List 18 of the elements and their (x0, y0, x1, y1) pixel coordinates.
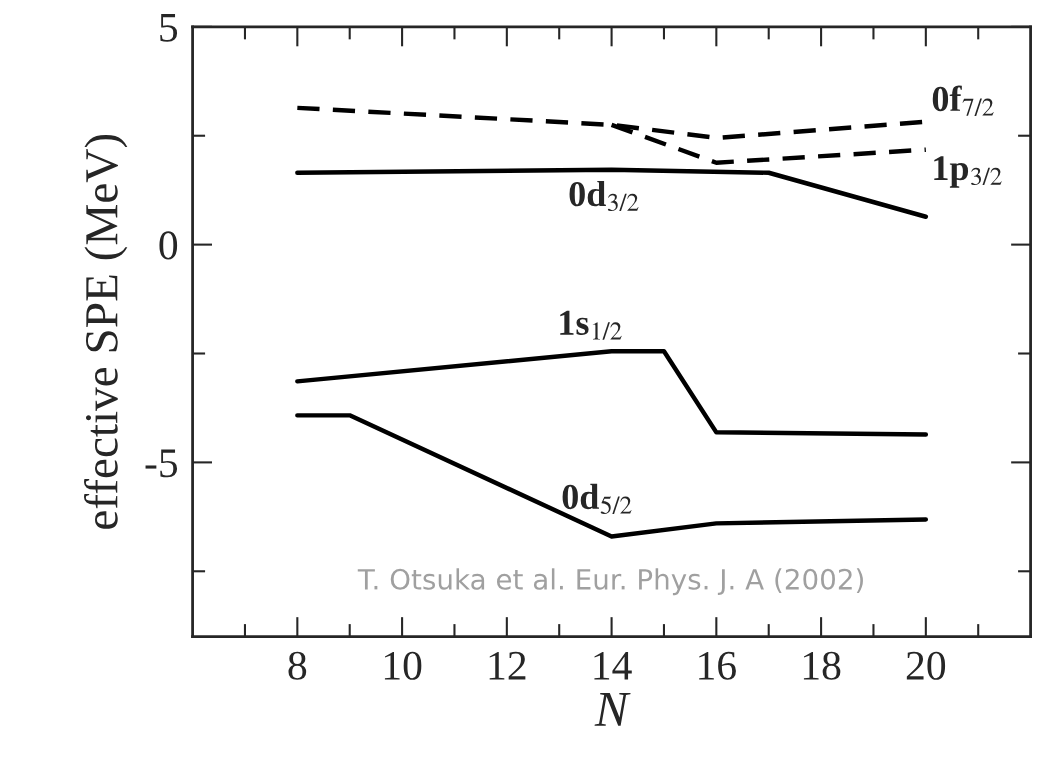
x-axis-title: N (594, 693, 631, 726)
y-tick-label: 5 (160, 14, 178, 42)
x-tick-label: 16 (699, 651, 736, 680)
series-label: 1s$_{1/2}$ (560, 310, 622, 340)
series-label: 1p$_{3/2}$ (934, 156, 1002, 188)
y-tick-label: -5 (145, 449, 178, 478)
x-tick-label: 12 (489, 651, 526, 680)
x-tick-label: 20 (906, 651, 946, 680)
x-tick-label: 8 (288, 651, 307, 680)
series-label: 0d$_{5/2}$ (562, 483, 632, 514)
annotation: T. Otsuka et al. Eur. Phys. J. A (2002) (357, 568, 863, 596)
x-tick-label: 18 (803, 651, 841, 680)
y-tick-label: 0 (159, 231, 178, 260)
y-axis-title: effective SPE (MeV) (84, 134, 128, 529)
series-label: 0f$_{7/2}$ (932, 85, 994, 116)
x-tick-label: 14 (594, 651, 632, 680)
series-label: 0d$_{3/2}$ (569, 180, 639, 212)
x-tick-label: 10 (384, 651, 422, 680)
